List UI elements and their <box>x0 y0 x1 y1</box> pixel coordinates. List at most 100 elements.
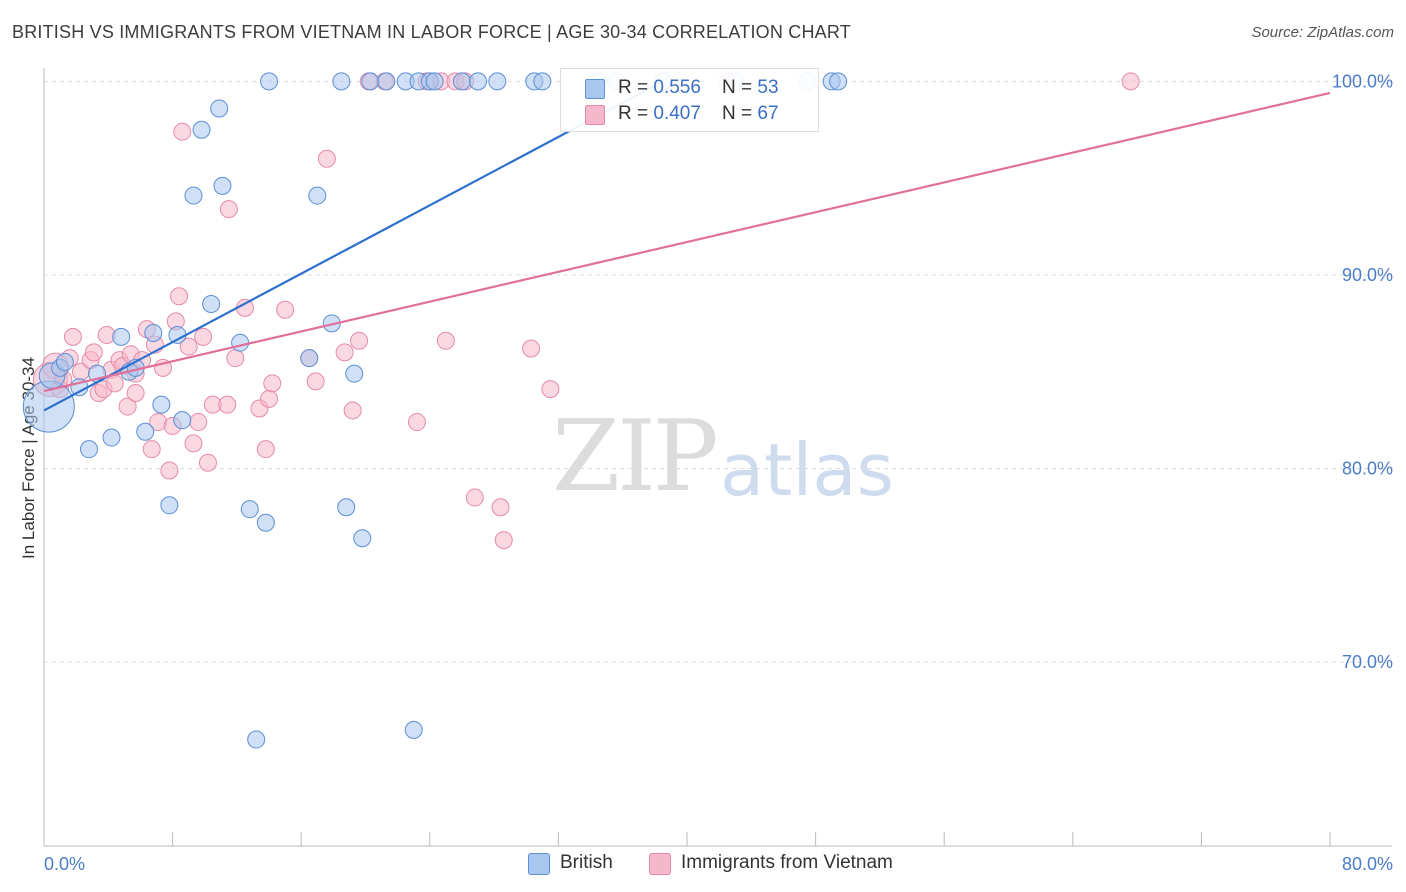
legend-n-value-british: 53 <box>757 77 779 98</box>
vietnam-point <box>170 287 189 306</box>
vietnam-point <box>263 374 282 393</box>
y-tick-label: 70.0% <box>1342 652 1393 672</box>
legend-r-value-british: 0.556 <box>653 77 701 98</box>
british-point <box>152 395 171 414</box>
vietnam-point <box>522 339 541 358</box>
chart-source: Source: ZipAtlas.com <box>1251 24 1394 41</box>
vietnam-point <box>465 488 484 507</box>
vietnam-point <box>306 372 325 391</box>
british-point <box>55 353 74 372</box>
y-tick-label: 100.0% <box>1332 71 1393 91</box>
british-point <box>533 72 552 91</box>
series-legend: British Immigrants from Vietnam <box>0 852 1406 878</box>
british-point <box>80 440 99 459</box>
x-tick-label: 80.0% <box>1342 854 1393 874</box>
british-point <box>136 422 155 441</box>
british-point <box>337 498 356 517</box>
british-point <box>160 496 179 515</box>
vietnam-point <box>343 401 362 420</box>
british-point <box>144 324 163 343</box>
british-point <box>308 186 327 205</box>
correlation-legend: R = 0.556 N = 53 R = 0.407 N = 67 <box>560 68 819 132</box>
vietnam-point <box>63 327 82 346</box>
british-point <box>231 333 250 352</box>
british-point <box>168 325 187 344</box>
british-point <box>361 72 380 91</box>
vietnam-point <box>118 397 137 416</box>
vietnam-point <box>226 349 245 368</box>
chart-title: BRITISH VS IMMIGRANTS FROM VIETNAM IN LA… <box>12 22 851 42</box>
british-point <box>345 364 364 383</box>
vietnam-point <box>218 395 237 414</box>
vietnam-point <box>335 343 354 362</box>
vietnam-point <box>350 331 369 350</box>
vietnam-point <box>276 300 295 319</box>
british-point <box>213 176 232 195</box>
vietnam-point <box>260 389 279 408</box>
y-tick-label: 90.0% <box>1342 265 1393 285</box>
british-point <box>332 72 351 91</box>
legend-r-value-vietnam: 0.407 <box>653 103 701 124</box>
vietnam-point <box>126 384 145 403</box>
series-vietnam-points <box>32 72 1140 550</box>
tick-labels: 70.0% 80.0% 90.0% 100.0% 0.0% 80.0% <box>44 71 1393 874</box>
vietnam-point <box>436 331 455 350</box>
british-point <box>256 513 275 532</box>
vietnam-point <box>184 434 203 453</box>
vietnam-point <box>256 440 275 459</box>
vietnam-point <box>1121 72 1140 91</box>
vietnam-point <box>173 122 192 141</box>
vietnam-point <box>407 413 426 432</box>
british-point <box>22 380 75 433</box>
grid-lines <box>44 80 1392 663</box>
british-point <box>210 99 229 118</box>
vietnam-point <box>179 337 198 356</box>
axes <box>43 68 1392 847</box>
british-trend-line <box>43 80 664 412</box>
british-point <box>260 72 279 91</box>
british-point <box>102 428 121 447</box>
vietnam-point <box>317 149 336 168</box>
british-point <box>829 72 848 91</box>
watermark-atlas: atlas <box>720 428 894 512</box>
legend-label-british: British <box>560 852 613 873</box>
legend-swatch-vietnam <box>585 105 605 125</box>
vietnam-trend-line <box>43 91 1331 393</box>
british-point <box>192 120 211 139</box>
vietnam-point <box>84 343 103 362</box>
british-point <box>240 500 259 519</box>
british-point <box>404 720 423 739</box>
y-tick-label: 80.0% <box>1342 459 1393 479</box>
british-point <box>377 72 396 91</box>
vietnam-point <box>105 374 124 393</box>
legend-n-value-vietnam: 67 <box>757 103 779 124</box>
vietnam-point <box>198 453 217 472</box>
british-point <box>425 72 444 91</box>
vietnam-point <box>160 461 179 480</box>
legend-r-label: R = <box>618 103 654 124</box>
british-point <box>184 186 203 205</box>
legend-label-vietnam: Immigrants from Vietnam <box>681 852 893 873</box>
british-point <box>202 294 221 313</box>
vietnam-point <box>142 440 161 459</box>
series-british-points <box>22 72 848 749</box>
british-point <box>173 411 192 430</box>
watermark-zip: ZIP <box>552 400 719 514</box>
vietnam-point <box>189 413 208 432</box>
legend-swatch-vietnam <box>649 853 671 875</box>
british-point <box>488 72 507 91</box>
british-point <box>300 349 319 368</box>
vietnam-point <box>219 200 238 219</box>
vietnam-point <box>494 531 513 550</box>
legend-n-label: N = <box>722 103 758 124</box>
x-tick-label: 0.0% <box>44 854 85 874</box>
vietnam-point <box>491 498 510 517</box>
british-point <box>247 730 266 749</box>
legend-swatch-british <box>585 79 605 99</box>
legend-swatch-british <box>528 853 550 875</box>
legend-r-label: R = <box>618 77 654 98</box>
trend-lines <box>43 80 1331 412</box>
british-point <box>112 327 131 346</box>
vietnam-point <box>541 380 560 399</box>
